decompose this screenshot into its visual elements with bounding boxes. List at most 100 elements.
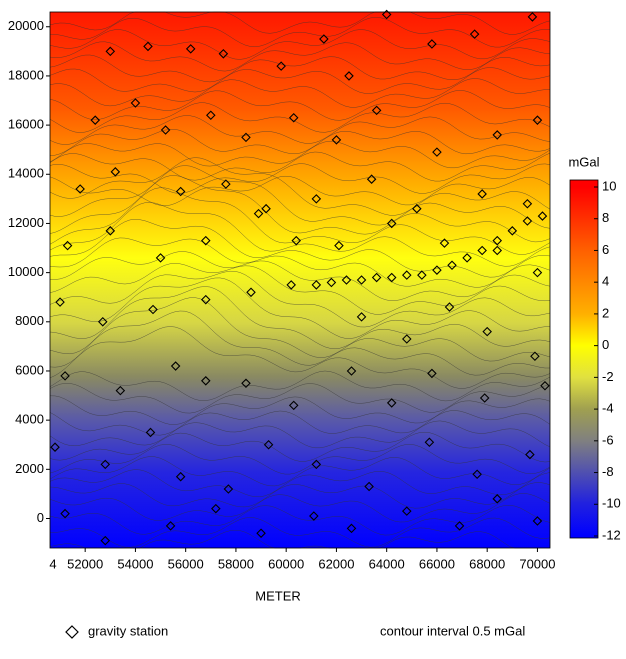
gravity-station xyxy=(334,240,344,251)
gravity-station xyxy=(447,260,457,271)
gravity-station xyxy=(346,366,357,376)
gravity-station xyxy=(366,174,377,184)
gravity-station xyxy=(246,287,256,298)
contour-line xyxy=(49,41,551,72)
gravity-station xyxy=(223,484,234,494)
gravity-station xyxy=(492,130,503,140)
colorbar-tick-label: 8 xyxy=(602,210,609,225)
x-tick-label: 56000 xyxy=(168,556,204,571)
gravity-station xyxy=(386,398,397,408)
gravity-station xyxy=(444,302,455,312)
contour-line xyxy=(49,469,551,498)
gravity-station xyxy=(424,437,435,448)
contour-line xyxy=(49,11,551,35)
gravity-station xyxy=(105,46,116,57)
contour-line xyxy=(49,237,551,288)
contour-line xyxy=(50,251,551,301)
gravity-station xyxy=(55,297,65,307)
x-tick-label: 58000 xyxy=(218,556,254,571)
contour-line xyxy=(49,165,551,229)
gravity-station xyxy=(402,270,412,280)
contour-line xyxy=(49,517,551,548)
x-corner-label: 4 xyxy=(49,556,56,571)
x-axis-label: METER xyxy=(255,588,301,603)
field xyxy=(50,12,550,548)
colorbar-tick-label: 4 xyxy=(602,274,609,289)
gravity-station xyxy=(492,235,503,246)
gravity-station xyxy=(522,216,533,226)
contour-line xyxy=(49,17,551,48)
gravity-station xyxy=(356,275,367,285)
gravity-station xyxy=(60,371,70,381)
gravity-station xyxy=(100,459,111,470)
gravity-station xyxy=(100,535,111,546)
gravity-station xyxy=(263,439,274,450)
colorbar-tick-label: 0 xyxy=(602,337,609,352)
gravity-station xyxy=(90,115,101,125)
colorbar-title: mGal xyxy=(568,154,599,169)
gravity-station xyxy=(288,400,299,411)
gravity-station xyxy=(331,135,342,145)
gravity-station xyxy=(477,189,487,199)
y-tick-label: 8000 xyxy=(15,313,44,328)
colorbar-tick-label: -6 xyxy=(602,432,614,447)
gravity-station xyxy=(115,385,126,396)
gravity-station xyxy=(439,238,450,248)
contour-line xyxy=(49,420,551,449)
note: contour interval 0.5 mGal xyxy=(380,623,525,638)
gravity-station xyxy=(412,203,422,214)
gravity-station xyxy=(462,253,472,263)
gravity-station xyxy=(507,226,518,236)
contour-line xyxy=(49,175,551,206)
contour-line xyxy=(49,115,551,145)
gravity-station xyxy=(175,186,186,197)
gravity-station xyxy=(201,235,211,246)
gravity-station xyxy=(371,105,382,116)
gravity-station xyxy=(201,294,211,305)
gravity-station xyxy=(130,98,141,108)
gravity-station xyxy=(148,304,158,315)
gravity-station xyxy=(522,199,533,209)
contour-line xyxy=(49,270,551,328)
gravity-station xyxy=(160,125,171,135)
y-tick-label: 10000 xyxy=(8,264,44,279)
gravity-station xyxy=(60,508,70,519)
gravity-station xyxy=(417,270,427,280)
contour-line xyxy=(49,383,551,414)
contour-line xyxy=(49,129,551,156)
gravity-station xyxy=(291,235,302,246)
gravity-station xyxy=(155,253,166,263)
gravity-station xyxy=(311,459,322,470)
contour-line xyxy=(49,90,551,121)
gravity-station xyxy=(286,280,296,290)
contour-line xyxy=(49,67,551,94)
gravity-station xyxy=(311,280,322,290)
gravity-station xyxy=(492,245,503,256)
colorbar-tick-label: -12 xyxy=(602,527,621,542)
gravity-station xyxy=(206,110,216,121)
x-tick-label: 68000 xyxy=(469,556,505,571)
x-tick-label: 70000 xyxy=(519,556,555,571)
colorbar-tick-label: 6 xyxy=(602,242,609,257)
contour-line xyxy=(49,54,551,83)
gravity-station xyxy=(381,9,392,20)
x-tick-label: 60000 xyxy=(268,556,304,571)
gravity-station xyxy=(105,226,116,236)
colorbar-tick-label: -8 xyxy=(602,464,614,479)
gravity-station xyxy=(256,528,266,539)
contour-line xyxy=(49,277,551,339)
contour-line xyxy=(49,370,551,402)
gravity-station xyxy=(221,179,231,189)
gravity-station xyxy=(165,521,176,531)
gravity-station xyxy=(311,194,322,204)
x-tick-label: 54000 xyxy=(117,556,153,571)
contour-line xyxy=(49,444,551,475)
gravity-station xyxy=(540,380,550,391)
contour-line xyxy=(49,157,551,216)
gravity-station xyxy=(170,361,181,371)
gravity-station xyxy=(356,312,367,322)
x-tick-label: 52000 xyxy=(67,556,103,571)
gravity-station xyxy=(427,368,437,379)
contour-line xyxy=(49,297,551,362)
